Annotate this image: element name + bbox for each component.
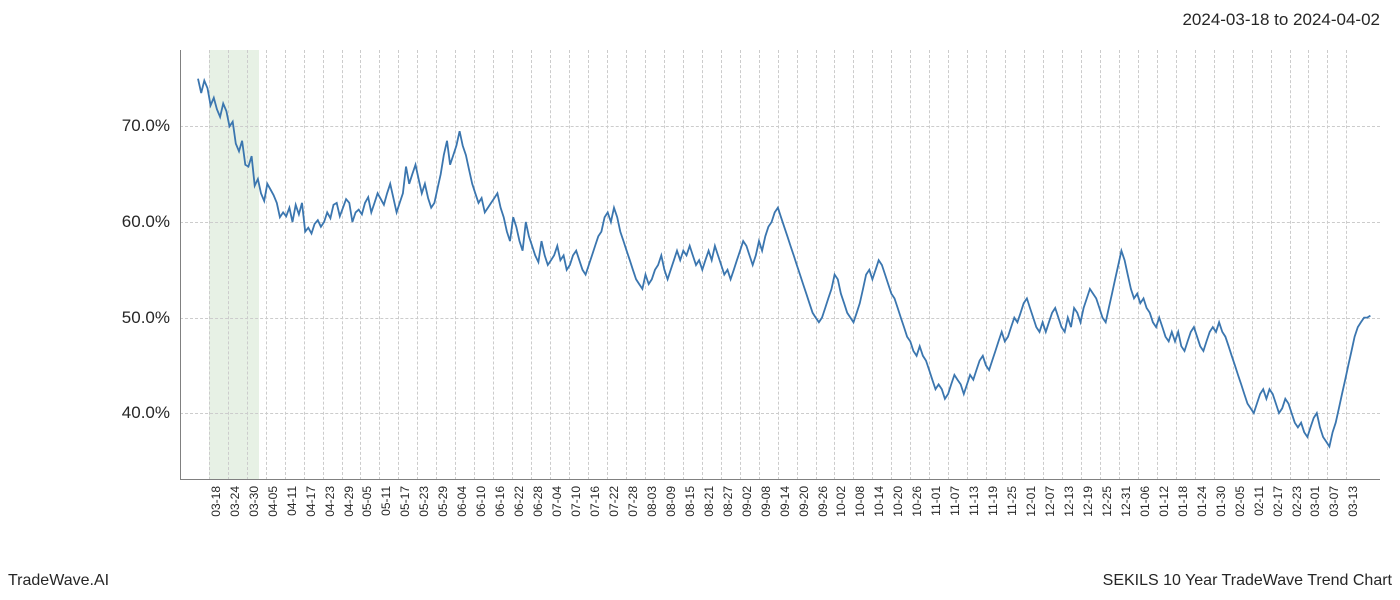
x-tick-label: 09-08 bbox=[759, 486, 773, 517]
y-tick-label: 40.0% bbox=[100, 403, 170, 423]
y-tick-label: 50.0% bbox=[100, 308, 170, 328]
x-tick-label: 07-16 bbox=[588, 486, 602, 517]
x-tick-label: 08-15 bbox=[683, 486, 697, 517]
x-tick-label: 05-23 bbox=[417, 486, 431, 517]
x-tick-label: 11-25 bbox=[1005, 486, 1019, 516]
x-tick-label: 01-06 bbox=[1138, 486, 1152, 517]
x-tick-label: 11-19 bbox=[986, 486, 1000, 516]
x-tick-label: 10-14 bbox=[872, 486, 886, 517]
x-tick-label: 12-25 bbox=[1100, 486, 1114, 517]
x-tick-label: 05-17 bbox=[398, 486, 412, 517]
x-tick-label: 02-11 bbox=[1252, 486, 1266, 516]
x-tick-label: 03-01 bbox=[1308, 486, 1322, 517]
x-tick-label: 01-18 bbox=[1176, 486, 1190, 517]
x-axis-spine bbox=[180, 479, 1380, 480]
x-tick-label: 08-09 bbox=[664, 486, 678, 517]
x-tick-label: 03-07 bbox=[1327, 486, 1341, 517]
x-tick-label: 12-13 bbox=[1062, 486, 1076, 517]
x-tick-label: 09-26 bbox=[816, 486, 830, 517]
x-tick-label: 08-27 bbox=[721, 486, 735, 517]
x-tick-label: 12-31 bbox=[1119, 486, 1133, 517]
x-tick-label: 04-17 bbox=[304, 486, 318, 517]
x-tick-label: 03-24 bbox=[228, 486, 242, 517]
x-tick-label: 06-28 bbox=[531, 486, 545, 517]
x-tick-label: 06-16 bbox=[493, 486, 507, 517]
x-tick-label: 09-02 bbox=[740, 486, 754, 517]
x-tick-label: 02-23 bbox=[1290, 486, 1304, 517]
footer-brand: TradeWave.AI bbox=[8, 572, 109, 590]
x-tick-label: 11-07 bbox=[948, 486, 962, 516]
x-tick-label: 06-22 bbox=[512, 486, 526, 517]
x-tick-label: 08-03 bbox=[645, 486, 659, 517]
x-tick-label: 11-13 bbox=[967, 486, 981, 516]
y-tick-label: 60.0% bbox=[100, 212, 170, 232]
trend-chart: 40.0%50.0%60.0%70.0% 03-1803-2403-3004-0… bbox=[180, 50, 1380, 480]
x-tick-label: 07-10 bbox=[569, 486, 583, 517]
x-tick-label: 03-18 bbox=[209, 486, 223, 517]
y-tick-label: 70.0% bbox=[100, 116, 170, 136]
x-tick-label: 01-30 bbox=[1214, 486, 1228, 517]
x-tick-label: 12-19 bbox=[1081, 486, 1095, 517]
x-tick-label: 12-01 bbox=[1024, 486, 1038, 517]
line-series bbox=[180, 50, 1380, 480]
x-tick-label: 10-02 bbox=[834, 486, 848, 517]
y-axis-spine bbox=[180, 50, 181, 480]
date-range-label: 2024-03-18 to 2024-04-02 bbox=[1182, 10, 1380, 30]
x-tick-label: 04-23 bbox=[323, 486, 337, 517]
x-tick-label: 04-11 bbox=[285, 486, 299, 516]
x-tick-label: 05-29 bbox=[436, 486, 450, 517]
x-tick-label: 07-04 bbox=[550, 486, 564, 517]
x-tick-label: 11-01 bbox=[929, 486, 943, 516]
x-tick-label: 05-05 bbox=[360, 486, 374, 517]
x-tick-label: 06-04 bbox=[455, 486, 469, 517]
chart-title: SEKILS 10 Year TradeWave Trend Chart bbox=[1103, 572, 1392, 590]
x-tick-label: 06-10 bbox=[474, 486, 488, 517]
x-tick-label: 01-12 bbox=[1157, 486, 1171, 517]
x-tick-label: 09-14 bbox=[778, 486, 792, 517]
x-tick-label: 08-21 bbox=[702, 486, 716, 517]
x-tick-label: 01-24 bbox=[1195, 486, 1209, 517]
x-tick-label: 02-05 bbox=[1233, 486, 1247, 517]
x-tick-label: 04-05 bbox=[266, 486, 280, 517]
x-tick-label: 10-20 bbox=[891, 486, 905, 517]
x-tick-label: 03-13 bbox=[1346, 486, 1360, 517]
x-tick-label: 07-28 bbox=[626, 486, 640, 517]
x-tick-label: 10-08 bbox=[853, 486, 867, 517]
x-tick-label: 09-20 bbox=[797, 486, 811, 517]
x-tick-label: 04-29 bbox=[342, 486, 356, 517]
x-tick-label: 07-22 bbox=[607, 486, 621, 517]
x-tick-label: 02-17 bbox=[1271, 486, 1285, 517]
x-tick-label: 12-07 bbox=[1043, 486, 1057, 517]
x-tick-label: 05-11 bbox=[379, 486, 393, 516]
x-tick-label: 03-30 bbox=[247, 486, 261, 517]
x-tick-label: 10-26 bbox=[910, 486, 924, 517]
